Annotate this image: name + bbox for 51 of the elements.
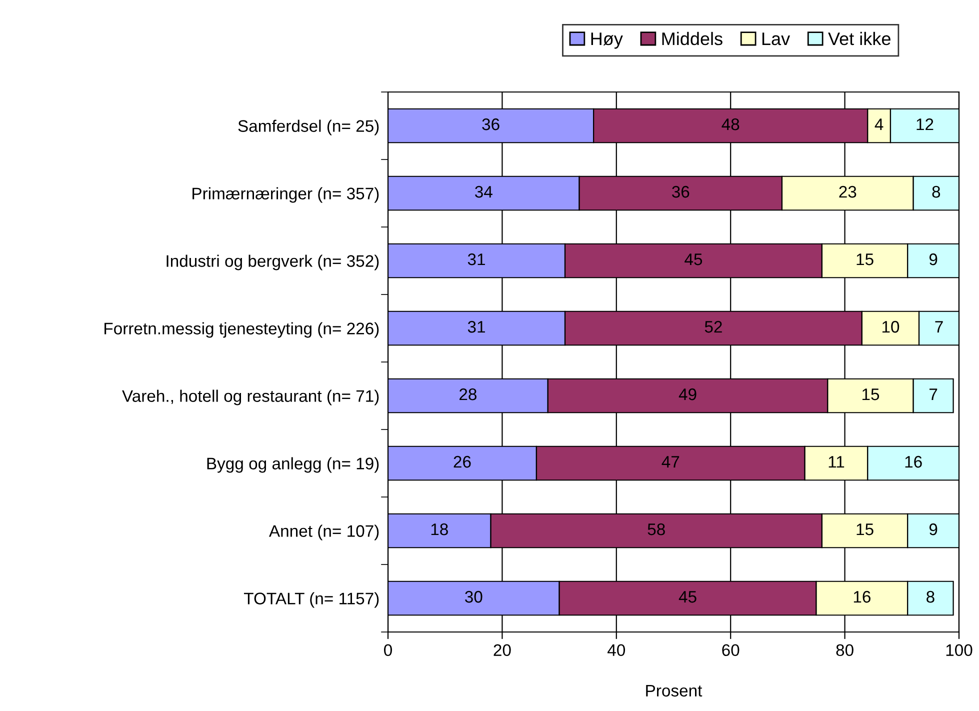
data-label: 31: [468, 320, 485, 333]
x-tick-label: 20: [494, 644, 511, 656]
data-label: 8: [926, 590, 934, 603]
data-label: 15: [856, 524, 874, 536]
data-label: 45: [684, 254, 702, 266]
x-tick-label: 40: [608, 644, 626, 656]
data-label: 30: [465, 590, 482, 603]
data-label: 34: [475, 186, 492, 198]
y-tick-label: TOTALT (n= 1157): [244, 592, 379, 608]
data-label: 36: [482, 118, 500, 130]
data-label: 9: [929, 523, 938, 536]
x-tick-label: 60: [722, 644, 740, 656]
data-label: 11: [828, 456, 844, 468]
data-label: 49: [678, 388, 696, 400]
x-tick-label: 0: [384, 644, 392, 656]
y-tick-label: Samferdsel (n= 25): [238, 120, 379, 136]
y-tick-label: Industri og bergverk (n= 352): [166, 254, 379, 270]
data-label: 7: [930, 388, 938, 400]
data-label: 31: [468, 253, 485, 266]
data-label: 36: [672, 186, 690, 198]
data-label: 45: [678, 591, 696, 603]
legend-label: Høy: [591, 32, 623, 49]
data-label: 10: [882, 320, 900, 333]
data-label: 58: [648, 523, 665, 536]
y-tick-label: Forretn.messig tjenesteyting (n= 226): [104, 322, 379, 338]
data-label: 28: [460, 388, 476, 400]
data-label: 15: [862, 388, 880, 400]
data-label: 16: [854, 590, 870, 603]
y-tick-label: Annet (n= 107): [268, 524, 379, 540]
y-tick-label: Vareh., hotell og restaurant (n= 71): [122, 390, 379, 406]
data-label: 7: [935, 321, 943, 333]
data-label: 4: [874, 118, 884, 130]
x-axis-title: Prosent: [646, 684, 702, 697]
legend-label: Lav: [762, 32, 790, 46]
data-label: 52: [704, 320, 722, 333]
data-label: 18: [431, 523, 448, 536]
data-label: 9: [929, 253, 938, 266]
data-label: 8: [932, 186, 940, 198]
data-label: 12: [916, 118, 934, 130]
data-label: 16: [905, 456, 922, 468]
y-tick-label: Primærnæringer (n= 357): [192, 187, 379, 203]
legend-label: Vet ikke: [828, 32, 890, 46]
x-tick-label: 80: [836, 644, 854, 656]
data-label: 47: [662, 456, 680, 468]
data-label: 26: [454, 456, 471, 468]
data-label: 15: [856, 254, 874, 266]
data-label: 23: [839, 186, 856, 198]
data-label: 48: [722, 118, 740, 130]
x-tick-label: 100: [946, 644, 972, 656]
y-tick-label: Bygg og anlegg (n= 19): [207, 457, 379, 473]
legend-label: Middels: [662, 32, 722, 46]
